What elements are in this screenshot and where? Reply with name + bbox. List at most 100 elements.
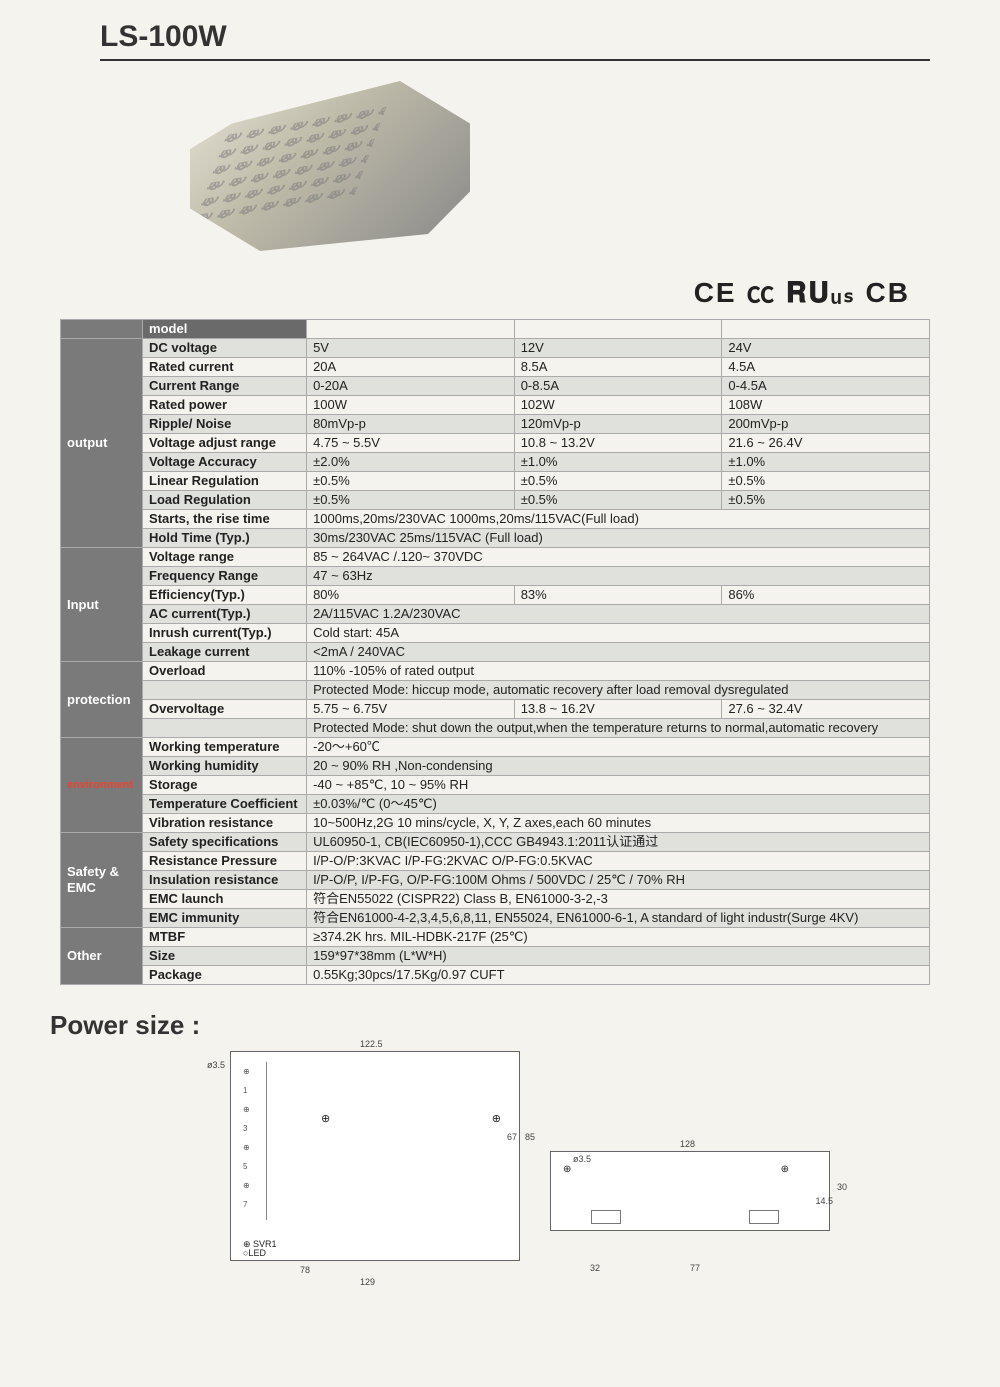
spec-value: 1000ms,20ms/230VAC 1000ms,20ms/115VAC(Fu… xyxy=(307,510,930,529)
spec-value: 符合EN55022 (CISPR22) Class B, EN61000-3-2… xyxy=(307,890,930,909)
spec-label: Storage xyxy=(143,776,307,795)
spec-value: 0-4.5A xyxy=(722,377,930,396)
category-output: output xyxy=(61,339,143,548)
spec-value: ±0.5% xyxy=(307,491,515,510)
spec-label: Overvoltage xyxy=(143,700,307,719)
spec-value: ±0.5% xyxy=(514,472,722,491)
spec-value: 108W xyxy=(722,396,930,415)
spec-value: 10.8 ~ 13.2V xyxy=(514,434,722,453)
spec-value: 4.5A xyxy=(722,358,930,377)
spec-value: ±0.03%/℃ (0～45℃) xyxy=(307,795,930,814)
spec-value: 20A xyxy=(307,358,515,377)
page-title: LS-100W xyxy=(100,20,930,61)
spec-label: Voltage Accuracy xyxy=(143,453,307,472)
spec-label: Insulation resistance xyxy=(143,871,307,890)
spec-label: Safety specifications xyxy=(143,833,307,852)
spec-value: UL60950-1, CB(IEC60950-1),CCC GB4943.1:2… xyxy=(307,833,930,852)
spec-value: 10~500Hz,2G 10 mins/cycle, X, Y, Z axes,… xyxy=(307,814,930,833)
spec-value: 110% -105% of rated output xyxy=(307,662,930,681)
spec-value: ±1.0% xyxy=(514,453,722,472)
spec-value: 20 ~ 90% RH ,Non-condensing xyxy=(307,757,930,776)
spec-value: 0.55Kg;30pcs/17.5Kg/0.97 CUFT xyxy=(307,966,930,985)
category-environment: environment xyxy=(61,738,143,833)
spec-label: EMC immunity xyxy=(143,909,307,928)
spec-value: ≥374.2K hrs. MIL-HDBK-217F (25℃) xyxy=(307,928,930,947)
spec-label xyxy=(143,719,307,738)
spec-label: Starts, the rise time xyxy=(143,510,307,529)
spec-table: modeloutputDC voltage5V12V24VRated curre… xyxy=(60,319,930,985)
spec-label: Efficiency(Typ.) xyxy=(143,586,307,605)
spec-label xyxy=(143,681,307,700)
spec-value: 0-20A xyxy=(307,377,515,396)
spec-value: 83% xyxy=(514,586,722,605)
spec-label: Rated power xyxy=(143,396,307,415)
spec-value: 200mVp-p xyxy=(722,415,930,434)
model-header: model xyxy=(143,320,307,339)
product-photo xyxy=(190,81,470,251)
spec-value: -20～+60℃ xyxy=(307,738,930,757)
spec-label: AC current(Typ.) xyxy=(143,605,307,624)
spec-value: 符合EN61000-4-2,3,4,5,6,8,11, EN55024, EN6… xyxy=(307,909,930,928)
spec-value: 80% xyxy=(307,586,515,605)
spec-label: Voltage adjust range xyxy=(143,434,307,453)
spec-value: 13.8 ~ 16.2V xyxy=(514,700,722,719)
spec-value: I/P-O/P, I/P-FG, O/P-FG:100M Ohms / 500V… xyxy=(307,871,930,890)
spec-value: 21.6 ~ 26.4V xyxy=(722,434,930,453)
spec-value: 24V xyxy=(722,339,930,358)
dim-top-width: 122.5 xyxy=(360,1039,383,1049)
spec-value: 4.75 ~ 5.5V xyxy=(307,434,515,453)
spec-value: I/P-O/P:3KVAC I/P-FG:2KVAC O/P-FG:0.5KVA… xyxy=(307,852,930,871)
spec-value: 8.5A xyxy=(514,358,722,377)
spec-label: Load Regulation xyxy=(143,491,307,510)
spec-label: DC voltage xyxy=(143,339,307,358)
spec-value: ±0.5% xyxy=(722,491,930,510)
spec-label: Working temperature xyxy=(143,738,307,757)
spec-value: 80mVp-p xyxy=(307,415,515,434)
spec-value: 0-8.5A xyxy=(514,377,722,396)
spec-value: <2mA / 240VAC xyxy=(307,643,930,662)
spec-label: Inrush current(Typ.) xyxy=(143,624,307,643)
category-safety-emc: Safety & EMC xyxy=(61,833,143,928)
spec-value: 12V xyxy=(514,339,722,358)
spec-value: 47 ~ 63Hz xyxy=(307,567,930,586)
spec-value: 27.6 ~ 32.4V xyxy=(722,700,930,719)
spec-value: ±0.5% xyxy=(307,472,515,491)
spec-label: Ripple/ Noise xyxy=(143,415,307,434)
led-label: ○LED xyxy=(243,1248,266,1258)
spec-label: Vibration resistance xyxy=(143,814,307,833)
category-protection: protection xyxy=(61,662,143,738)
spec-value: 85 ~ 264VAC /.120~ 370VDC xyxy=(307,548,930,567)
spec-label: Overload xyxy=(143,662,307,681)
certification-logos: CE ㏄ 𝐑𝐔ᵤₛ CB xyxy=(50,271,910,311)
spec-label: Frequency Range xyxy=(143,567,307,586)
spec-value: ±0.5% xyxy=(722,472,930,491)
category-other: Other xyxy=(61,928,143,985)
spec-label: Leakage current xyxy=(143,643,307,662)
spec-label: EMC launch xyxy=(143,890,307,909)
spec-label: Size xyxy=(143,947,307,966)
spec-label: Temperature Coefficient xyxy=(143,795,307,814)
spec-value: Protected Mode: hiccup mode, automatic r… xyxy=(307,681,930,700)
spec-value: 2A/115VAC 1.2A/230VAC xyxy=(307,605,930,624)
spec-value: 100W xyxy=(307,396,515,415)
spec-label: Resistance Pressure xyxy=(143,852,307,871)
spec-value: 30ms/230VAC 25ms/115VAC (Full load) xyxy=(307,529,930,548)
spec-value: -40 ~ +85℃, 10 ~ 95% RH xyxy=(307,776,930,795)
spec-label: Package xyxy=(143,966,307,985)
spec-value: ±1.0% xyxy=(722,453,930,472)
dim-side-width: 128 xyxy=(680,1139,695,1149)
spec-value: ±2.0% xyxy=(307,453,515,472)
side-view-diagram: ⊕ ⊕ 30 14.5 ø3.5 xyxy=(550,1151,830,1231)
spec-label: Current Range xyxy=(143,377,307,396)
top-view-diagram: ⊕1 ⊕3 ⊕5 ⊕7 ⊕ ⊕ ⊕ SVR1 ○LED 85 67 ø3.5 xyxy=(230,1051,520,1261)
spec-label: Linear Regulation xyxy=(143,472,307,491)
spec-value: ±0.5% xyxy=(514,491,722,510)
spec-value: 102W xyxy=(514,396,722,415)
spec-value: 159*97*38mm (L*W*H) xyxy=(307,947,930,966)
spec-label: Working humidity xyxy=(143,757,307,776)
category-input: Input xyxy=(61,548,143,662)
spec-value: Protected Mode: shut down the output,whe… xyxy=(307,719,930,738)
spec-label: MTBF xyxy=(143,928,307,947)
spec-value: 5.75 ~ 6.75V xyxy=(307,700,515,719)
dimension-diagrams: 122.5 ⊕1 ⊕3 ⊕5 ⊕7 ⊕ ⊕ ⊕ SVR1 ○LED 85 67 … xyxy=(230,1051,950,1261)
